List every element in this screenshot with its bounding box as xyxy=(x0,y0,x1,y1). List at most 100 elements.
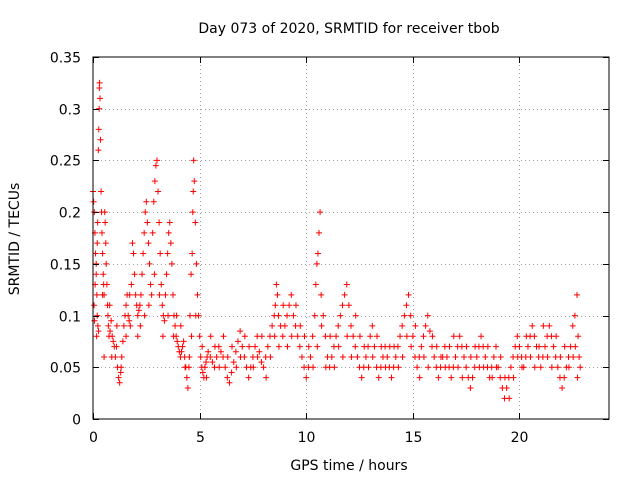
data-point xyxy=(559,384,566,391)
data-point xyxy=(418,343,425,350)
data-point xyxy=(343,281,350,288)
data-point xyxy=(211,343,218,350)
data-point xyxy=(263,374,270,381)
data-point xyxy=(388,374,395,381)
data-point xyxy=(497,353,504,360)
data-point xyxy=(110,338,117,345)
data-point xyxy=(550,343,557,350)
data-point xyxy=(192,219,199,226)
data-point xyxy=(345,302,352,309)
data-point xyxy=(95,126,102,133)
data-point xyxy=(197,353,204,360)
data-point xyxy=(482,353,489,360)
data-point xyxy=(484,343,491,350)
data-point xyxy=(362,353,369,360)
data-point xyxy=(113,343,120,350)
data-point xyxy=(190,157,197,164)
data-point xyxy=(375,374,382,381)
data-point xyxy=(473,353,480,360)
data-point xyxy=(193,260,200,267)
data-point xyxy=(119,338,126,345)
data-point xyxy=(217,348,224,355)
data-point xyxy=(365,364,372,371)
data-point xyxy=(167,240,174,247)
data-point xyxy=(503,384,510,391)
data-point xyxy=(92,250,99,257)
data-point xyxy=(350,333,357,340)
data-point xyxy=(275,312,282,319)
data-point xyxy=(151,271,158,278)
data-point xyxy=(352,312,359,319)
data-point xyxy=(143,198,150,205)
data-point xyxy=(213,353,220,360)
data-point xyxy=(188,333,195,340)
data-point xyxy=(426,328,433,335)
data-point xyxy=(199,343,206,350)
data-point xyxy=(192,312,199,319)
data-point xyxy=(207,333,214,340)
data-point xyxy=(314,250,321,257)
x-tick-label: 10 xyxy=(298,430,316,446)
data-point xyxy=(544,353,551,360)
data-point xyxy=(280,302,287,309)
data-point xyxy=(352,343,359,350)
data-point xyxy=(463,364,470,371)
data-point xyxy=(153,157,160,164)
data-point xyxy=(527,353,534,360)
data-point xyxy=(463,343,470,350)
x-tick-label: 0 xyxy=(89,430,98,446)
data-point xyxy=(294,333,301,340)
data-point xyxy=(120,322,127,329)
data-point xyxy=(540,322,547,329)
data-point xyxy=(369,353,376,360)
data-point xyxy=(292,302,299,309)
y-tick-label: 0.25 xyxy=(50,154,81,170)
data-point xyxy=(173,312,180,319)
data-point xyxy=(93,291,100,298)
data-point xyxy=(311,312,318,319)
data-point xyxy=(161,317,168,324)
data-point xyxy=(310,364,317,371)
x-tick-label: 20 xyxy=(511,430,529,446)
data-point xyxy=(187,312,194,319)
data-point xyxy=(134,333,141,340)
data-point xyxy=(137,322,144,329)
data-point xyxy=(209,359,216,366)
data-point xyxy=(140,250,147,257)
data-point xyxy=(177,322,184,329)
data-point xyxy=(93,271,100,278)
data-point xyxy=(150,198,157,205)
data-point xyxy=(565,364,572,371)
data-point xyxy=(371,343,378,350)
data-point xyxy=(134,312,141,319)
data-point xyxy=(95,147,102,154)
data-point xyxy=(425,364,432,371)
data-point xyxy=(391,343,398,350)
data-point xyxy=(182,364,189,371)
data-point xyxy=(157,250,164,257)
data-point xyxy=(290,312,297,319)
data-point xyxy=(531,333,538,340)
data-point xyxy=(232,348,239,355)
data-point xyxy=(348,353,355,360)
data-point xyxy=(317,209,324,216)
data-point xyxy=(459,374,466,381)
data-point xyxy=(201,364,208,371)
data-point xyxy=(239,343,246,350)
data-point xyxy=(159,333,166,340)
data-point xyxy=(412,322,419,329)
data-point xyxy=(147,281,154,288)
data-point xyxy=(180,338,187,345)
data-point xyxy=(156,219,163,226)
data-point xyxy=(97,136,104,143)
data-point xyxy=(146,260,153,267)
data-point xyxy=(318,322,325,329)
data-point xyxy=(284,343,291,350)
data-point xyxy=(403,333,410,340)
data-point xyxy=(96,79,103,86)
data-point xyxy=(127,322,134,329)
data-point xyxy=(507,364,514,371)
data-point xyxy=(576,353,583,360)
data-point xyxy=(258,333,265,340)
data-point xyxy=(561,374,568,381)
